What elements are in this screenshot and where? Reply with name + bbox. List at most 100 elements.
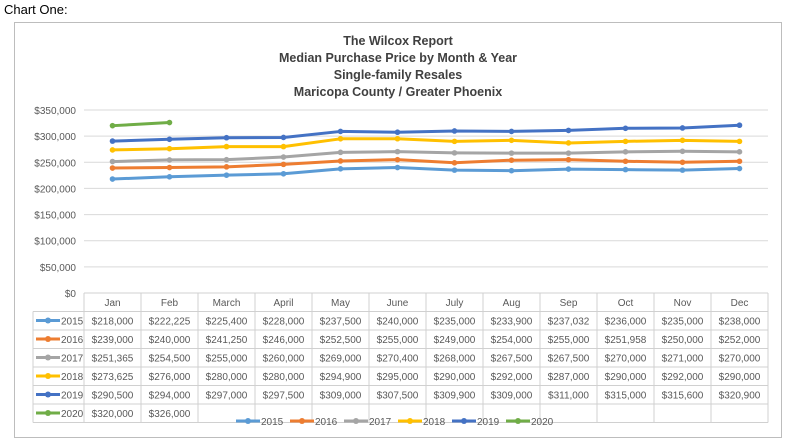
data-point-2018 bbox=[736, 138, 743, 145]
y-tick-label: $50,000 bbox=[40, 263, 77, 274]
legend-key-marker bbox=[45, 410, 51, 416]
data-point-2016 bbox=[736, 158, 743, 165]
legend-key-marker bbox=[45, 317, 51, 324]
data-point-2017 bbox=[565, 150, 572, 156]
data-label: $241,250 bbox=[206, 335, 248, 346]
x-category-label: March bbox=[213, 298, 241, 309]
chart-title-line: Maricopa County / Greater Phoenix bbox=[294, 85, 502, 99]
legend-key-marker bbox=[45, 391, 51, 398]
data-label: $235,000 bbox=[434, 317, 476, 328]
chart-title-line: The Wilcox Report bbox=[343, 34, 453, 48]
data-point-2019 bbox=[508, 128, 515, 135]
data-point-2015 bbox=[223, 172, 230, 178]
data-label: $254,000 bbox=[491, 335, 533, 346]
data-point-2016 bbox=[337, 158, 344, 164]
data-label: $276,000 bbox=[149, 372, 191, 383]
data-label: $287,000 bbox=[548, 372, 590, 383]
series-row-label: 2015 bbox=[61, 317, 84, 328]
data-point-2018 bbox=[565, 140, 572, 146]
data-label: $267,500 bbox=[491, 354, 533, 365]
data-label: $225,400 bbox=[206, 317, 248, 328]
data-label: $237,500 bbox=[320, 317, 362, 328]
data-point-2019 bbox=[280, 134, 287, 141]
y-tick-label: $100,000 bbox=[34, 237, 76, 248]
data-point-2018 bbox=[280, 143, 287, 150]
data-label: $292,000 bbox=[491, 372, 533, 383]
x-category-label: Oct bbox=[618, 298, 634, 309]
data-label: $260,000 bbox=[263, 354, 305, 365]
data-label: $290,500 bbox=[92, 391, 134, 402]
data-point-2018 bbox=[109, 147, 116, 153]
data-point-2019 bbox=[166, 136, 173, 143]
data-point-2018 bbox=[451, 138, 458, 145]
series-line-2017 bbox=[112, 149, 740, 164]
data-point-2017 bbox=[679, 148, 686, 155]
y-tick-label: $200,000 bbox=[34, 184, 76, 195]
data-point-2016 bbox=[166, 164, 173, 171]
chart-title-line: Median Purchase Price by Month & Year bbox=[279, 51, 517, 65]
data-label: $294,900 bbox=[320, 372, 362, 383]
data-point-2017 bbox=[109, 158, 116, 165]
data-point-2018 bbox=[508, 137, 515, 144]
data-point-2019 bbox=[109, 138, 116, 144]
data-label: $270,400 bbox=[377, 354, 419, 365]
data-label: $297,500 bbox=[263, 391, 305, 402]
x-category-label: Feb bbox=[161, 298, 179, 309]
data-label: $239,000 bbox=[92, 335, 134, 346]
data-point-2016 bbox=[394, 156, 401, 163]
data-point-2017 bbox=[451, 150, 458, 156]
x-category-label: June bbox=[387, 298, 409, 309]
data-point-2015 bbox=[622, 166, 629, 173]
y-tick-label: $150,000 bbox=[34, 211, 76, 222]
y-tick-label: $0 bbox=[65, 289, 77, 300]
data-label: $271,000 bbox=[662, 354, 704, 365]
data-point-2015 bbox=[280, 170, 287, 177]
series-row-label: 2017 bbox=[61, 354, 84, 365]
chart-caption: Chart One: bbox=[4, 2, 68, 17]
data-label: $251,958 bbox=[605, 335, 647, 346]
data-point-2018 bbox=[679, 137, 686, 144]
data-label: $255,000 bbox=[377, 335, 419, 346]
data-point-2018 bbox=[622, 138, 629, 145]
data-label: $273,625 bbox=[92, 372, 134, 383]
data-label: $236,000 bbox=[605, 317, 647, 328]
data-point-2019 bbox=[337, 128, 344, 135]
y-tick-label: $350,000 bbox=[34, 106, 76, 117]
data-point-2020 bbox=[166, 119, 173, 126]
data-label: $252,000 bbox=[719, 335, 761, 346]
data-point-2015 bbox=[394, 164, 401, 171]
data-label: $309,000 bbox=[491, 391, 533, 402]
x-category-label: July bbox=[446, 298, 464, 309]
data-label: $270,000 bbox=[719, 354, 761, 365]
data-label: $320,900 bbox=[719, 391, 761, 402]
data-point-2019 bbox=[565, 127, 572, 134]
data-label: $222,225 bbox=[149, 317, 191, 328]
data-point-2018 bbox=[337, 136, 344, 142]
legend-label: 2019 bbox=[477, 417, 500, 428]
legend-marker-2016 bbox=[299, 418, 305, 424]
data-label: $320,000 bbox=[92, 409, 134, 420]
data-point-2017 bbox=[166, 157, 173, 163]
data-label: $250,000 bbox=[662, 335, 704, 346]
data-point-2016 bbox=[451, 160, 458, 166]
x-category-label: Aug bbox=[503, 298, 521, 309]
series-row-label: 2018 bbox=[61, 372, 84, 383]
legend-marker-2020 bbox=[515, 418, 521, 424]
data-label: $311,000 bbox=[548, 391, 589, 402]
data-point-2017 bbox=[736, 149, 743, 155]
data-label: $270,000 bbox=[605, 354, 647, 365]
x-category-label: Dec bbox=[731, 298, 749, 309]
data-label: $307,500 bbox=[377, 391, 419, 402]
data-point-2015 bbox=[565, 166, 572, 172]
data-point-2016 bbox=[223, 164, 230, 170]
data-label: $267,500 bbox=[548, 354, 590, 365]
series-row-label: 2016 bbox=[61, 335, 84, 346]
legend-key-marker bbox=[45, 336, 51, 342]
data-label: $237,032 bbox=[548, 317, 590, 328]
data-point-2019 bbox=[622, 125, 629, 132]
data-label: $309,000 bbox=[320, 391, 362, 402]
data-label: $246,000 bbox=[263, 335, 305, 346]
data-label: $228,000 bbox=[263, 317, 305, 328]
legend-marker-2019 bbox=[461, 418, 467, 424]
chart-frame bbox=[14, 22, 782, 438]
